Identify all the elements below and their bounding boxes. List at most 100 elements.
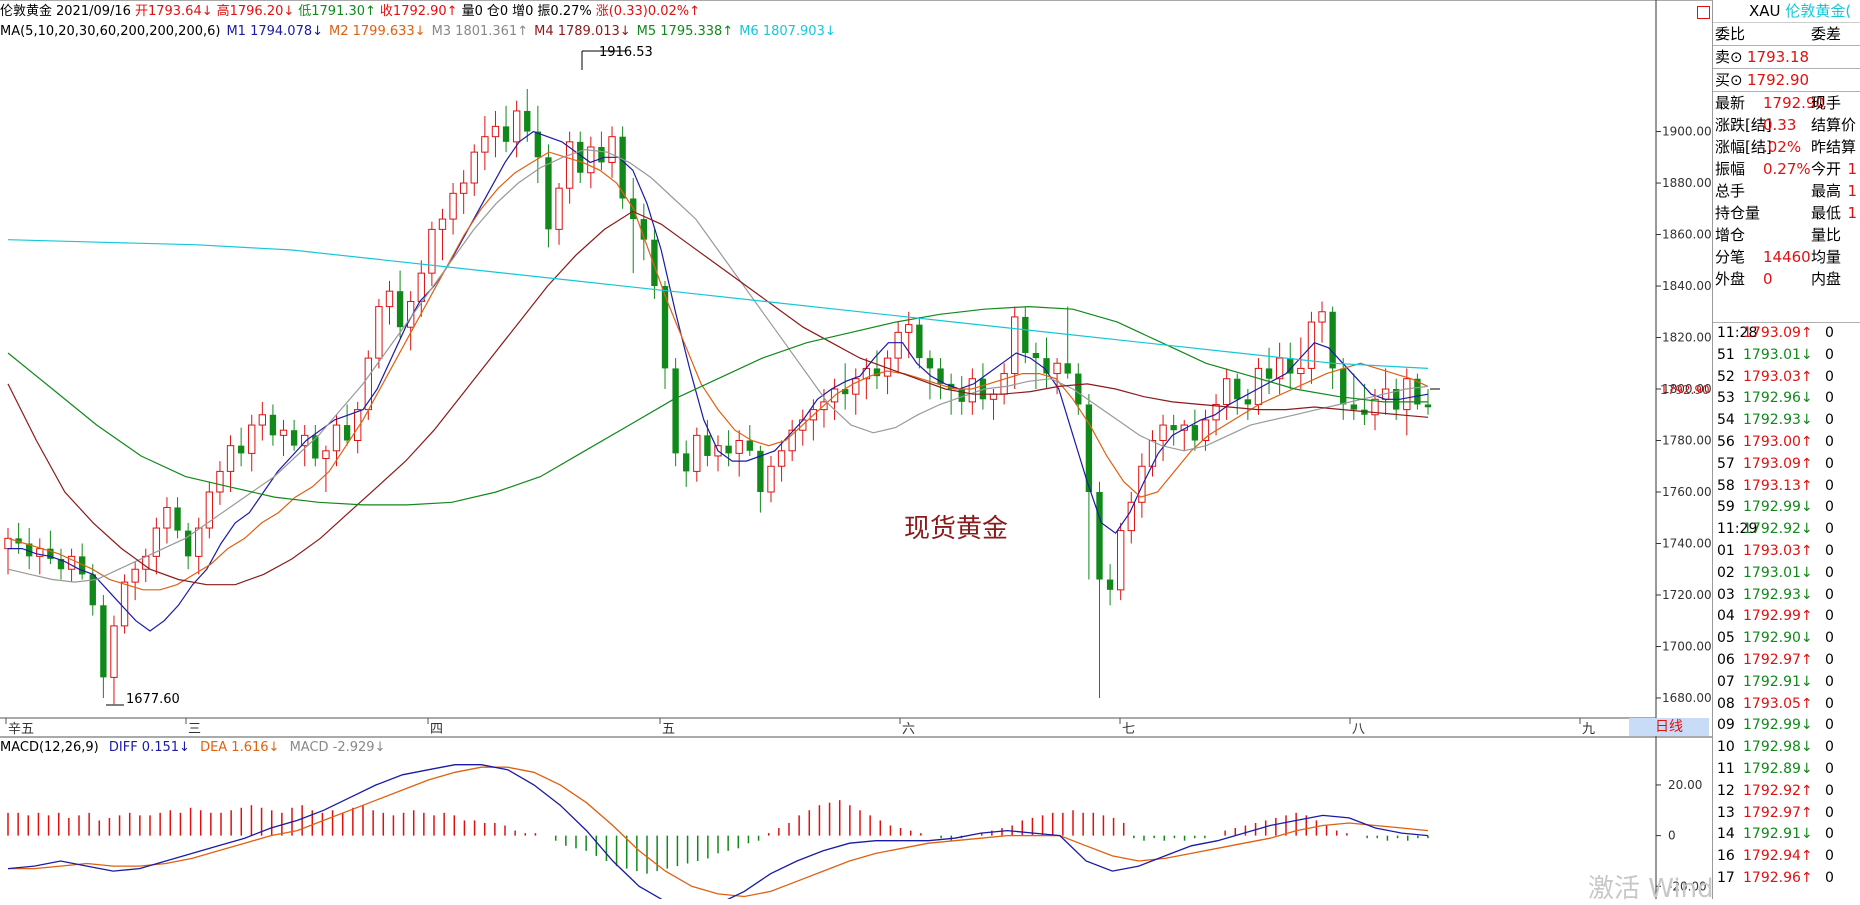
candle-body-up [332,424,341,452]
candle-body-down [1350,404,1357,410]
date-tick-label: 七 [1122,722,1135,737]
tick-p: 1792.93↓ [1743,412,1813,429]
tick-p: 1792.93↓ [1743,586,1813,603]
candle-body-up [248,424,256,454]
wei-bi-label: 委比 [1715,25,1746,43]
tick-p: 1792.89↓ [1743,760,1813,777]
tick-row: 08 1793.05↑ 0 [1713,694,1860,716]
candle-body-down [312,435,319,459]
macd-title: MACD(12,26,9) [0,740,99,755]
quote-date: 2021/09/16 [56,4,131,19]
tick-list: 11:28 1793.09↑ 0 51 1793.01↓ 0 52 1793.03↑ 0 53 17… [1713,322,1860,890]
candle-body-up [1297,367,1305,375]
quote-stat-r: 结算价 [1811,116,1857,134]
sell-row[interactable]: 卖⊙ 1793.18 [1713,45,1860,68]
quote-stat-rv: 1 [1847,204,1857,222]
macd-tick-label: 20.00 [1668,778,1702,792]
price-tick-label: 1800.00 [1662,382,1712,396]
price-tick-label: 1720.00 [1662,588,1712,602]
candle-body-down [15,538,22,544]
candle-body-down [343,425,351,441]
quote-stat-rv: 1 [1847,160,1857,178]
price-tick-label: 1680.00 [1662,691,1712,705]
candle-body-down [100,605,107,678]
candle-body-down [534,131,542,158]
candle-body-down [89,574,96,606]
candle-body-up [1275,357,1284,380]
quote-stat-l: 增仓 [1715,226,1746,244]
tick-v: 0 [1825,804,1834,821]
candle-body-up [1201,419,1210,442]
tick-p: 1792.99↑ [1743,608,1813,625]
tick-p: 1793.13↑ [1743,477,1813,494]
tick-v: 0 [1825,455,1834,472]
period-button[interactable]: 日线 [1629,718,1709,736]
candle-body-down [79,556,86,575]
candle-body-up [354,409,362,442]
quote-stat-row: 涨跌[结] 0.33 结算价 [1713,114,1860,136]
candle-body-up [301,434,309,447]
price-axis-ticks: 1900.00 1880.00 1860.00 1840.00 1820.00 1800.… [1656,125,1712,705]
tick-v: 0 [1825,673,1834,690]
tick-row: 02 1793.01↓ 0 [1713,563,1860,585]
candle-body-down [1064,363,1071,374]
tick-p: 1793.01↓ [1743,564,1813,581]
tick-t: 03 [1717,586,1735,603]
tick-row: 54 1792.93↓ 0 [1713,410,1860,432]
quote-stat-r: 最低 [1811,204,1842,222]
tick-row: 04 1792.99↑ 0 [1713,606,1860,628]
candle-body-down [1085,404,1093,492]
quote-stat-l: 涨幅[结] [1715,138,1772,156]
candle-body-down [672,368,679,454]
tick-p: 1792.96↑ [1743,869,1813,886]
candle-body-up [1371,398,1379,416]
quote-stat-row: 振幅 0.27% 今开 1 [1713,158,1860,180]
candle-body-up [894,331,902,359]
quote-stat-m: 0.33 [1763,116,1797,134]
tick-row: 05 1792.90↓ 0 [1713,628,1860,650]
candle-body-up [4,537,12,550]
candle-body-up [152,527,161,557]
date-tick-label: 四 [430,722,443,737]
candle-body-down [1234,378,1241,400]
tick-p: 1792.97↑ [1743,651,1813,668]
buy-row[interactable]: 买⊙ 1792.90 [1713,68,1860,91]
tick-v: 0 [1825,477,1834,494]
sell-label: 卖⊙ [1715,48,1743,66]
candle-body-up [322,450,330,460]
tick-p: 1793.09↑ [1743,455,1813,472]
candle-body-down [1424,404,1432,408]
tick-p: 1793.01↓ [1743,346,1813,363]
quote-stat-row: 分笔 14460 均量 [1713,246,1860,268]
quote-code: XAU [1749,2,1781,20]
wei-cha-label: 委差 [1811,25,1842,43]
candle-body-up [777,450,786,467]
tick-t: 06 [1717,651,1735,668]
buy-label: 买⊙ [1715,71,1743,89]
tick-p: 1792.94↑ [1743,848,1813,865]
candle-body-down [1096,492,1103,580]
quote-stat-m: 14460 [1763,248,1811,266]
tick-t: 08 [1717,695,1735,712]
tick-v: 0 [1825,717,1834,734]
candle-body-down [1075,373,1082,405]
tick-row: 09 1792.99↓ 0 [1713,715,1860,737]
panel-toggle-button[interactable] [1697,6,1710,19]
tick-t: 05 [1717,630,1735,647]
ma-line-m2 [7,151,1429,591]
increase-value: 增0 [512,4,534,19]
candle-body-up [481,136,489,153]
candle-body-up [1000,373,1008,395]
tick-row: 56 1793.00↑ 0 [1713,432,1860,454]
candle-body-up [968,378,977,403]
quote-stat-l: 外盘 [1715,270,1746,288]
candle-body-down [290,430,298,446]
macd-tick-label: 0 [1668,829,1676,843]
candle-body-up [417,272,425,302]
candle-body-down [396,291,404,328]
tick-t: 52 [1717,368,1735,385]
position-value: 仓0 [486,4,509,19]
tick-p: 1793.03↑ [1743,542,1813,559]
price-tick-label: 1840.00 [1662,279,1712,293]
ma-legend: MA(5,10,20,30,60,200,200,200,6) M1 1794.0… [0,24,842,40]
